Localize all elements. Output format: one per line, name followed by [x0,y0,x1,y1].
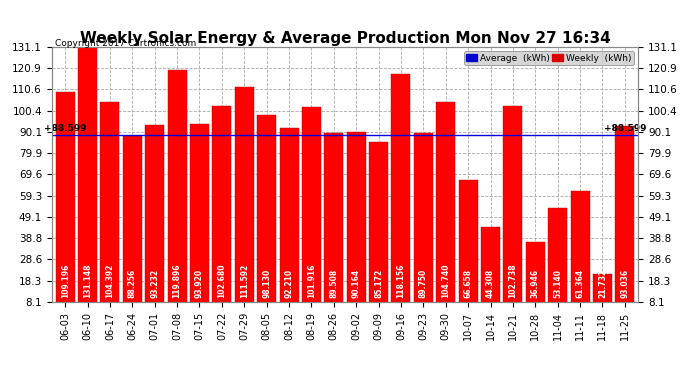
Text: 109.196: 109.196 [61,264,70,298]
Bar [436,102,455,319]
Text: 104.392: 104.392 [106,264,115,298]
Text: 85.172: 85.172 [374,268,383,298]
Bar [346,132,366,319]
Bar [123,136,142,319]
Bar [571,192,589,319]
Legend: Average  (kWh), Weekly  (kWh): Average (kWh), Weekly (kWh) [464,51,633,65]
Text: +88.599: +88.599 [604,124,646,133]
Bar [56,92,75,319]
Text: 102.738: 102.738 [509,263,518,298]
Bar [414,133,433,319]
Text: Copyright 2017 Cartronics.com: Copyright 2017 Cartronics.com [55,39,197,48]
Text: 88.256: 88.256 [128,268,137,298]
Text: 131.148: 131.148 [83,263,92,298]
Text: 21.732: 21.732 [598,268,607,298]
Text: 89.508: 89.508 [329,268,338,298]
Text: 66.658: 66.658 [464,269,473,298]
Bar [459,180,477,319]
Text: 89.750: 89.750 [419,268,428,298]
Bar [548,209,567,319]
Text: 93.036: 93.036 [620,269,629,298]
Bar [101,102,119,319]
Text: 104.740: 104.740 [441,263,451,298]
Bar [279,128,299,319]
Bar [145,125,164,319]
Bar [78,47,97,319]
Text: 61.364: 61.364 [575,269,584,298]
Bar [257,115,276,319]
Text: 92.210: 92.210 [284,269,293,298]
Title: Weekly Solar Energy & Average Production Mon Nov 27 16:34: Weekly Solar Energy & Average Production… [79,31,611,46]
Text: 53.140: 53.140 [553,269,562,298]
Text: 118.156: 118.156 [397,264,406,298]
Bar [190,124,209,319]
Bar [504,106,522,319]
Bar [615,126,634,319]
Bar [235,87,254,319]
Text: 44.308: 44.308 [486,268,495,298]
Text: 111.592: 111.592 [239,264,249,298]
Bar [369,142,388,319]
Bar [391,74,411,319]
Text: 101.916: 101.916 [307,264,316,298]
Bar [213,106,231,319]
Text: +88.599: +88.599 [44,124,86,133]
Bar [593,274,612,319]
Text: 90.164: 90.164 [352,269,361,298]
Bar [302,107,321,319]
Text: 93.232: 93.232 [150,269,159,298]
Text: 98.130: 98.130 [262,268,271,298]
Bar [168,70,186,319]
Bar [526,242,545,319]
Bar [324,133,344,319]
Text: 93.920: 93.920 [195,269,204,298]
Text: 102.680: 102.680 [217,263,226,298]
Text: 36.946: 36.946 [531,269,540,298]
Bar [481,227,500,319]
Text: 119.896: 119.896 [172,263,181,298]
